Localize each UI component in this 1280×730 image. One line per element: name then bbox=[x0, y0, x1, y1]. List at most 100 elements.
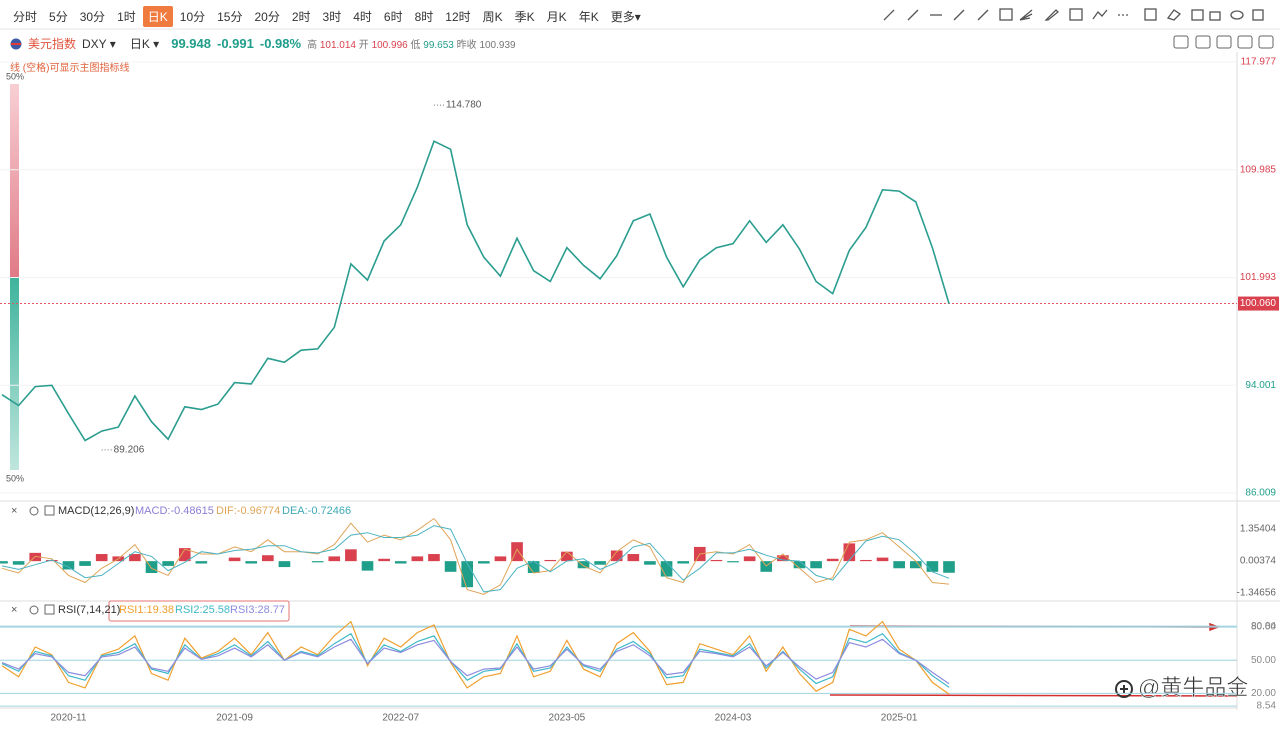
legend-label: RSI1:19.38 bbox=[119, 604, 174, 616]
timeframe-button[interactable]: 15分 bbox=[217, 10, 243, 24]
macd-bar bbox=[145, 561, 158, 573]
code[interactable]: DXY ▾ bbox=[82, 36, 116, 51]
svg-text:×: × bbox=[11, 505, 17, 517]
timeframe-button[interactable]: 4时 bbox=[353, 10, 372, 24]
timeframe-button[interactable]: 5分 bbox=[49, 10, 68, 24]
timeframe-button[interactable]: 8时 bbox=[414, 10, 434, 24]
label: 昨收 bbox=[456, 40, 477, 51]
svg-text:×: × bbox=[11, 604, 17, 616]
bear-pct: 50% bbox=[6, 473, 24, 483]
macd-bar bbox=[278, 561, 291, 568]
price-line bbox=[1, 140, 950, 442]
value: 101.014 bbox=[319, 40, 356, 51]
timeframe-button[interactable]: 1时 bbox=[117, 10, 136, 24]
macd-bar bbox=[793, 561, 806, 569]
macd-bar bbox=[860, 559, 872, 562]
macd-bar bbox=[876, 557, 889, 562]
macd-bar bbox=[62, 561, 75, 570]
macd-bar bbox=[577, 561, 590, 569]
y-tick-label: 20.00 bbox=[1251, 688, 1276, 699]
timeframe-button[interactable]: 6时 bbox=[383, 10, 403, 24]
y-tick-label: 101.993 bbox=[1240, 272, 1277, 283]
toolbar-icons bbox=[883, 8, 1264, 21]
macd-bar bbox=[79, 561, 91, 566]
macd-bar bbox=[461, 561, 474, 588]
quote-icons bbox=[1173, 35, 1274, 49]
timeframe-button[interactable]: 20分 bbox=[254, 10, 280, 24]
macd-bar bbox=[943, 561, 955, 573]
toolbar: 分时 5分 30分 1时 日K 10分 15分 20分 2时 3时 4时 6时 8时 12时 周K 季K 月K 年… bbox=[8, 6, 646, 27]
macd-bar bbox=[95, 554, 108, 562]
label: 低 bbox=[410, 40, 421, 51]
value: 100.996 bbox=[371, 40, 408, 51]
macd-bar bbox=[893, 561, 905, 569]
x-tick-label: 2021-09 bbox=[216, 713, 253, 724]
timeframe-button[interactable]: 12时 bbox=[445, 10, 471, 24]
macd-bar bbox=[195, 561, 208, 564]
macd-bar bbox=[328, 556, 341, 562]
y-tick-label: 86.009 bbox=[1245, 488, 1276, 499]
timeframe-button[interactable]: 3时 bbox=[322, 10, 342, 24]
macd-bar bbox=[394, 561, 407, 564]
timeframe-button[interactable]: 分时 bbox=[13, 10, 38, 24]
y-tick-label: 80.84 bbox=[1251, 621, 1276, 632]
macd-bar bbox=[644, 561, 656, 565]
timeframe-button[interactable]: 30分 bbox=[79, 10, 106, 24]
y-tick-label: 94.001 bbox=[1245, 380, 1276, 391]
macd-bar bbox=[245, 561, 258, 564]
macd-bar bbox=[826, 558, 839, 562]
macd-bar bbox=[162, 561, 174, 566]
macd-bar bbox=[727, 561, 739, 563]
legend-label: RSI3:28.77 bbox=[230, 604, 285, 616]
macd-bar bbox=[228, 557, 241, 562]
timeframe-button[interactable]: 周K bbox=[482, 10, 503, 24]
macd-bar bbox=[660, 561, 673, 577]
macd-bar bbox=[544, 559, 557, 562]
timeframe-button[interactable]: 日K bbox=[142, 6, 173, 27]
macd-bar bbox=[494, 556, 507, 562]
macd-bar bbox=[561, 551, 573, 562]
y-tick-label: 0.00374 bbox=[1240, 556, 1277, 567]
change-pct: -0.98% bbox=[259, 36, 302, 51]
timeframe-button[interactable]: 更多▾ bbox=[610, 10, 641, 24]
y-tick-label: 1.35404 bbox=[1240, 524, 1277, 535]
timeframe-button[interactable]: 年K bbox=[578, 10, 599, 24]
value: 100.939 bbox=[479, 40, 516, 51]
macd-bar bbox=[178, 548, 191, 562]
annotation: 89.206 bbox=[114, 445, 145, 456]
timeframe-button[interactable]: 月K bbox=[546, 10, 567, 24]
x-tick-label: 2023-05 bbox=[549, 713, 586, 724]
timeframe-button[interactable]: 2时 bbox=[291, 10, 311, 24]
flag bbox=[10, 38, 22, 49]
legend-label: DIF:-0.96774 bbox=[216, 505, 280, 517]
macd-bar bbox=[129, 554, 141, 562]
macd-bar bbox=[810, 561, 822, 569]
bear-bar bbox=[10, 278, 19, 470]
timeframe-button[interactable]: 10分 bbox=[179, 10, 206, 24]
macd-bar bbox=[361, 561, 374, 571]
y-tick-label: 117.977 bbox=[1241, 57, 1277, 68]
macd-line bbox=[1, 525, 950, 593]
x-tick-label: 2020-11 bbox=[50, 713, 86, 724]
macd-bar bbox=[444, 561, 457, 572]
watermark: @黄牛品金 bbox=[1138, 675, 1248, 700]
macd-bar bbox=[311, 561, 324, 563]
macd-bar bbox=[710, 559, 723, 562]
y-tick-label: 80.00 bbox=[1251, 622, 1276, 633]
macd-header: × bbox=[11, 505, 55, 517]
macd-bar bbox=[743, 556, 756, 562]
macd-bar bbox=[12, 561, 25, 565]
legend-label: RSI(7,14,21) bbox=[58, 604, 120, 616]
bull-pct: 50% bbox=[6, 71, 24, 81]
price: 99.948 bbox=[171, 36, 211, 51]
last-price-tag bbox=[1238, 296, 1279, 311]
symbol[interactable]: 美元指数 bbox=[28, 37, 77, 51]
timeframe-button[interactable]: 季K bbox=[514, 10, 535, 24]
bull-bar bbox=[10, 84, 19, 278]
macd-bar bbox=[909, 561, 922, 569]
macd-bar bbox=[0, 561, 8, 564]
period[interactable]: 日K ▾ bbox=[129, 37, 160, 51]
legend-label: RSI2:25.58 bbox=[175, 604, 230, 616]
